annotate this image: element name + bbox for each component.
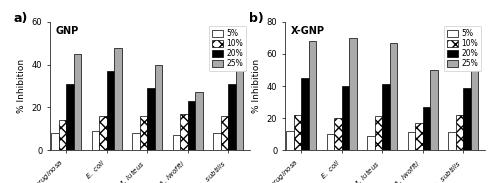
Bar	[408, 132, 415, 150]
Bar	[367, 136, 374, 150]
Bar	[132, 133, 140, 150]
Bar	[342, 86, 349, 150]
Bar	[99, 116, 106, 150]
Bar	[470, 41, 478, 150]
Bar	[66, 84, 74, 150]
Bar	[390, 43, 397, 150]
Bar	[114, 48, 122, 150]
Legend: 5%, 10%, 20%, 25%: 5%, 10%, 20%, 25%	[444, 26, 481, 71]
Bar	[415, 123, 422, 150]
Bar	[308, 41, 316, 150]
Bar	[382, 84, 390, 150]
Bar	[326, 134, 334, 150]
Bar	[334, 118, 342, 150]
Legend: 5%, 10%, 20%, 25%: 5%, 10%, 20%, 25%	[209, 26, 246, 71]
Bar	[180, 114, 188, 150]
Y-axis label: % Inhibition: % Inhibition	[252, 59, 261, 113]
Bar	[74, 54, 81, 150]
Bar	[154, 65, 162, 150]
Text: a): a)	[14, 12, 28, 25]
Bar	[147, 88, 154, 150]
Bar	[374, 116, 382, 150]
Bar	[448, 132, 456, 150]
Bar	[188, 101, 195, 150]
Bar	[106, 71, 114, 150]
Bar	[286, 131, 294, 150]
Bar	[51, 133, 59, 150]
Text: GNP: GNP	[56, 26, 79, 36]
Text: b): b)	[249, 12, 264, 25]
Bar	[294, 115, 301, 150]
Bar	[430, 70, 438, 150]
Bar	[301, 78, 308, 150]
Bar	[236, 45, 243, 150]
Bar	[172, 135, 180, 150]
Bar	[213, 133, 220, 150]
Bar	[195, 92, 202, 150]
Bar	[349, 38, 356, 150]
Bar	[58, 120, 66, 150]
Bar	[463, 88, 470, 150]
Bar	[422, 107, 430, 150]
Bar	[456, 115, 463, 150]
Bar	[228, 84, 235, 150]
Text: X-GNP: X-GNP	[291, 26, 325, 36]
Bar	[140, 116, 147, 150]
Bar	[220, 116, 228, 150]
Bar	[92, 131, 99, 150]
Y-axis label: % Inhibition: % Inhibition	[17, 59, 26, 113]
